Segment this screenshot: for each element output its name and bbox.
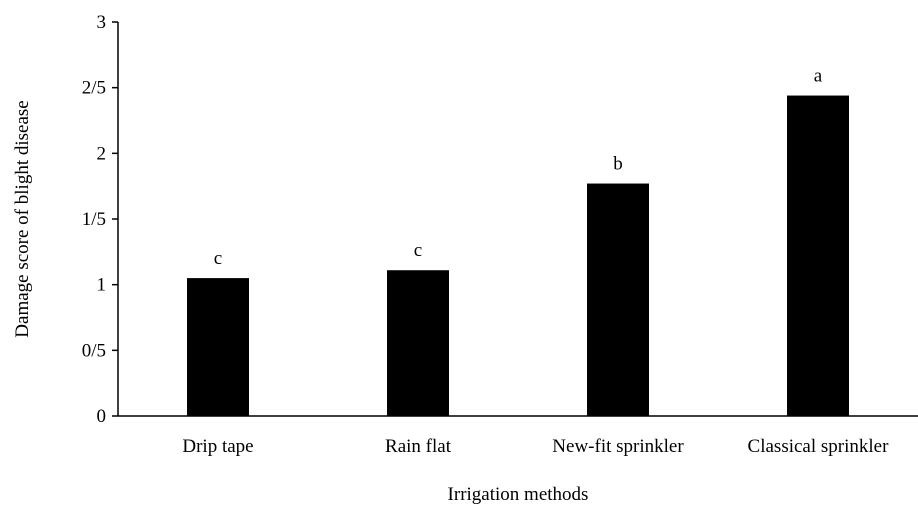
bar [787, 95, 849, 417]
y-tick-label: 0 [97, 406, 107, 427]
bar [387, 270, 449, 416]
bar [587, 183, 649, 416]
y-tick-label: 0/5 [82, 340, 106, 361]
x-category-label: New-fit sprinkler [552, 436, 684, 457]
bar-data-labels: c c b a [214, 66, 823, 270]
bar-data-label: a [814, 66, 823, 87]
x-category-label: Drip tape [182, 436, 253, 457]
y-tick-label: 3 [97, 12, 107, 33]
x-category-label: Classical sprinkler [748, 436, 890, 457]
y-tick-label: 2/5 [82, 78, 106, 99]
y-axis-ticks: 0 0/5 1 1/5 2 2/5 3 [82, 12, 118, 427]
bar-data-label: c [414, 240, 422, 261]
y-axis-title: Damage score of blight disease [12, 100, 33, 337]
bars [187, 95, 849, 417]
bar-data-label: c [214, 248, 222, 269]
x-axis-category-labels: Drip tape Rain flat New-fit sprinkler Class… [182, 436, 889, 457]
x-axis-title: Irrigation methods [448, 484, 589, 505]
bar-data-label: b [613, 154, 623, 175]
x-category-label: Rain flat [385, 436, 452, 457]
bar [187, 278, 249, 416]
y-tick-label: 2 [97, 143, 107, 164]
y-tick-label: 1 [97, 275, 107, 296]
y-tick-label: 1/5 [82, 209, 106, 230]
